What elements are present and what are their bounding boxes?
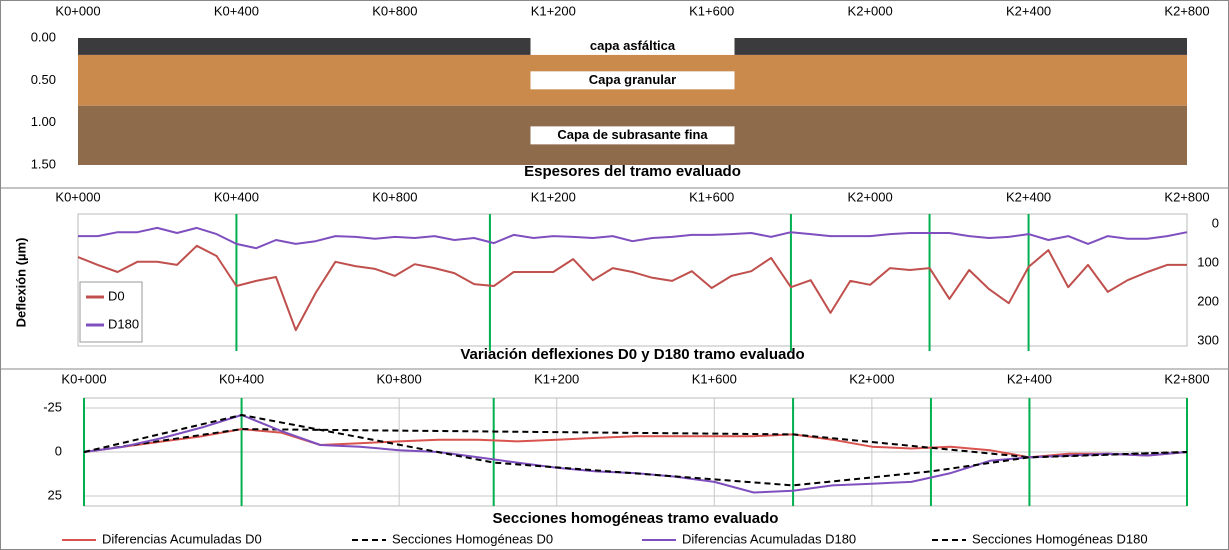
legend-label: D180 xyxy=(108,316,139,331)
x-tick-label: K2+400 xyxy=(1006,3,1051,18)
x-tick-label: K1+200 xyxy=(531,189,576,204)
chart-title: Secciones homogéneas tramo evaluado xyxy=(493,510,779,527)
x-tick-label: K1+200 xyxy=(534,371,579,386)
x-tick-label: K2+400 xyxy=(1006,189,1051,204)
layer-label: Capa granular xyxy=(589,72,676,87)
layer-label: Capa de subrasante fina xyxy=(557,127,708,142)
y-axis-label: Deflexión (µm) xyxy=(13,238,28,328)
x-tick-label: K0+800 xyxy=(377,371,422,386)
series-line xyxy=(84,415,1187,493)
x-tick-label: K2+000 xyxy=(848,3,893,18)
x-tick-label: K0+800 xyxy=(372,189,417,204)
chart-title: Espesores del tramo evaluado xyxy=(524,163,741,180)
x-tick-label: K2+000 xyxy=(848,189,893,204)
x-tick-label: K2+800 xyxy=(1164,3,1209,18)
x-tick-label: K1+200 xyxy=(531,3,576,18)
x-tick-label: K2+400 xyxy=(1007,371,1052,386)
y-tick-label: 200 xyxy=(1197,293,1219,308)
page-body: {"chart_data": [ {"type": "layer", "titl… xyxy=(0,0,1229,550)
y-tick-label: 300 xyxy=(1197,332,1219,347)
legend-label: Secciones Homogéneas D180 xyxy=(972,531,1148,546)
x-tick-label: K0+800 xyxy=(372,3,417,18)
series-line xyxy=(78,228,1187,248)
x-tick-label: K0+400 xyxy=(214,189,259,204)
legend-label: Diferencias Acumuladas D180 xyxy=(682,531,856,546)
legend-label: Diferencias Acumuladas D0 xyxy=(102,531,262,546)
y-tick-label: 1.00 xyxy=(31,114,56,129)
x-tick-label: K0+400 xyxy=(219,371,264,386)
series-line xyxy=(84,415,1187,485)
x-tick-label: K0+000 xyxy=(55,189,100,204)
x-tick-label: K0+000 xyxy=(55,3,100,18)
y-tick-label: 0 xyxy=(55,443,62,458)
x-tick-label: K2+800 xyxy=(1164,189,1209,204)
y-tick-label: 100 xyxy=(1197,254,1219,269)
y-tick-label: 0.00 xyxy=(31,29,56,44)
y-tick-label: 25 xyxy=(48,487,62,502)
x-tick-label: K2+000 xyxy=(849,371,894,386)
x-tick-label: K1+600 xyxy=(689,3,734,18)
legend-label: Secciones Homogéneas D0 xyxy=(392,531,553,546)
layer-label: capa asfáltica xyxy=(590,38,676,53)
chart-title: Variación deflexiones D0 y D180 tramo ev… xyxy=(460,346,804,363)
series-line xyxy=(84,429,1187,457)
page: Tramo evaluado body { margin: 0; backgro… xyxy=(0,0,1229,550)
y-tick-label: 1.50 xyxy=(31,156,56,171)
legend-label: D0 xyxy=(108,288,125,303)
figure: K0+000 K0+400 K0+800 K1+200 K1+600 K2+000 K2+4… xyxy=(0,0,1229,550)
y-tick-label: 0.50 xyxy=(31,72,56,87)
x-tick-label: K1+600 xyxy=(689,189,734,204)
x-tick-label: K2+800 xyxy=(1164,371,1209,386)
y-tick-label: -25 xyxy=(43,399,62,414)
x-tick-label: K0+000 xyxy=(61,371,106,386)
x-tick-label: K0+400 xyxy=(214,3,259,18)
series-line xyxy=(78,246,1187,330)
y-tick-label: 0 xyxy=(1212,215,1219,230)
x-tick-label: K1+600 xyxy=(692,371,737,386)
